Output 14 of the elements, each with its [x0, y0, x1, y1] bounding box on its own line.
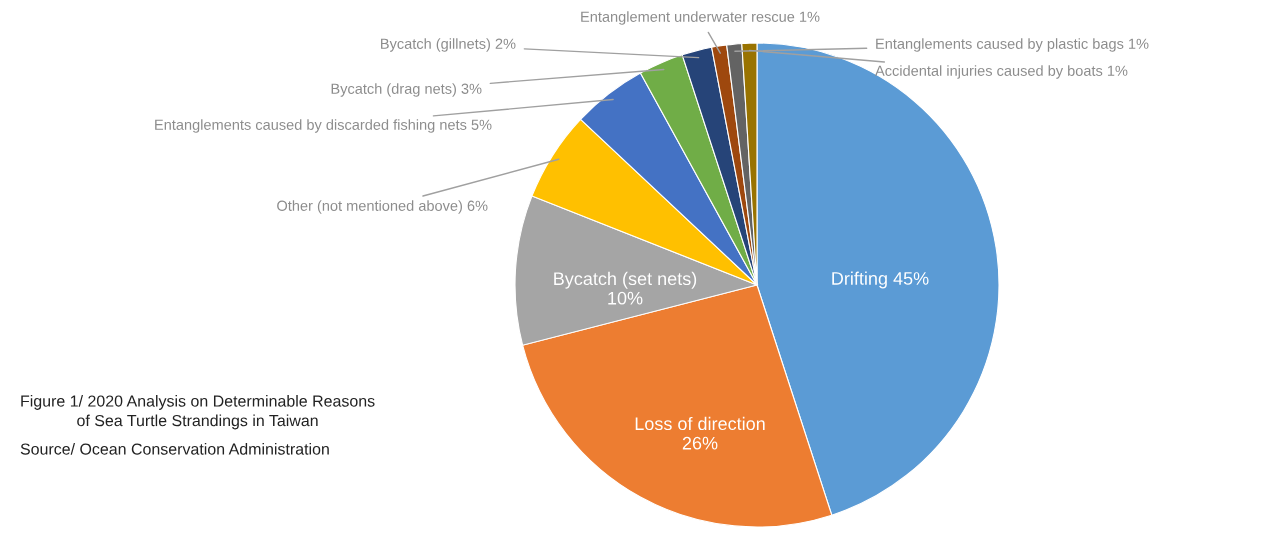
source-note: Source/ Ocean Conservation Administration	[20, 443, 329, 455]
slice-label: Entanglement underwater rescue 1%	[581, 11, 820, 25]
slice-label: Drifting 45%	[832, 271, 929, 289]
data-label: 26%	[682, 436, 718, 450]
slice-label: Bycatch (gillnets) 2%	[381, 38, 516, 52]
text: Figure 1/ 2020 Analysis on Determinable Reasons of Sea Turtle Strandings in Taiwan	[21, 395, 375, 430]
slice-label: Entanglements caused by plastic bags 1%	[876, 38, 1149, 52]
slice-label: Other (not mentioned above) 6%	[277, 200, 488, 214]
slice-label: Entanglements caused by discarded fishing nets 5%	[155, 119, 492, 133]
slice-label: Accidental injuries caused by boats 1%	[875, 65, 1128, 79]
data-label: 10%	[608, 291, 643, 305]
slice-label: Loss of direction	[635, 416, 765, 431]
slice-label: Bycatch (set nets)	[554, 271, 697, 289]
slice-label: Bycatch (drag nets) 3%	[331, 83, 482, 97]
